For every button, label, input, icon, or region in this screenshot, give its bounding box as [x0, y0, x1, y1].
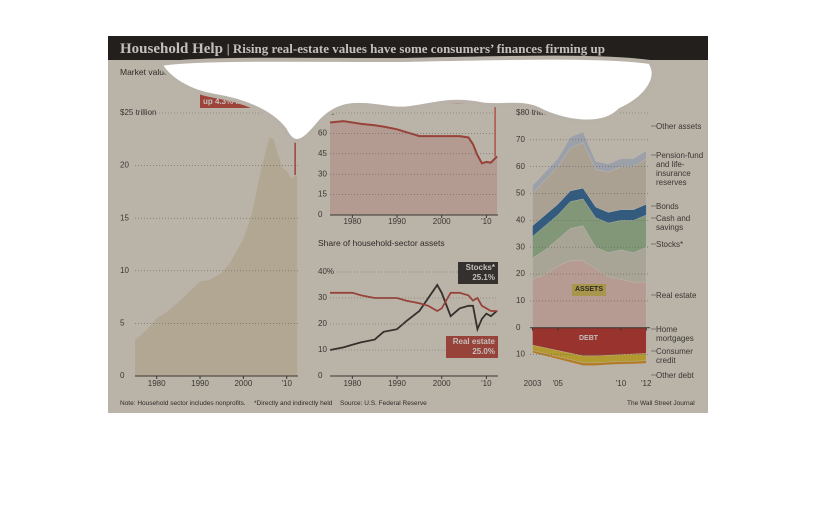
x-tick-label: 1990 [388, 217, 406, 226]
legend-label: Cash and savings [656, 214, 691, 232]
header: Household Help | Rising real-estate valu… [120, 41, 605, 58]
y-tick-label: 20 [516, 269, 525, 278]
x-tick-label: 1980 [148, 379, 166, 388]
credit: The Wall Street Journal [627, 400, 695, 407]
y-tick-label: 30 [318, 293, 327, 302]
series-name: Real estate [452, 337, 495, 346]
line [330, 291, 498, 313]
y-tick-label: 20 [318, 319, 327, 328]
series-name: Stocks* [465, 263, 495, 272]
legend-label: Real estate [656, 291, 697, 300]
y-tick-label: 10 [318, 345, 327, 354]
line [329, 283, 498, 351]
y-tick-label: 0 [516, 323, 521, 332]
y-tick-label: 15 [318, 190, 327, 199]
header-title: Household Help [120, 41, 223, 57]
y-tick-label: 0 [120, 371, 125, 380]
assets-label: ASSETS [572, 284, 607, 296]
y-tick-label: 0 [318, 371, 323, 380]
y-tick-label: 40% [318, 267, 334, 276]
x-tick-label: '05 [553, 379, 564, 388]
legend-label: Pension-fund and life-insurance reserves [656, 151, 704, 187]
legend-label: Stocks* [656, 240, 684, 249]
legend-label: Consumer credit [656, 347, 693, 365]
dim-overlay [108, 36, 708, 413]
x-tick-label: 1990 [191, 379, 209, 388]
y-tick-label: 0 [318, 210, 323, 219]
y-tick-label: 10 [516, 296, 525, 305]
y-tick-label: 15 [120, 213, 129, 222]
y-tick-label: 20 [120, 161, 129, 170]
x-tick-label: '10 [481, 379, 492, 388]
x-tick-label: 1980 [343, 217, 361, 226]
y-tick-label: $25 trillion [120, 108, 156, 117]
y-tick-label: 10 [516, 350, 525, 359]
y-tick-label: 30 [318, 169, 327, 178]
y-tick-label: 50 [516, 189, 525, 198]
legend-label: Home mortgages [656, 325, 694, 343]
x-tick-label: 2000 [234, 379, 252, 388]
x-tick-label: '10 [481, 217, 492, 226]
footnote: *Directly and indirectly held [254, 400, 333, 407]
legend-label: Bonds [656, 202, 679, 211]
x-tick-label: 2000 [433, 217, 451, 226]
y-tick-label: 40 [516, 215, 525, 224]
debt-label: DEBT [576, 333, 602, 345]
stack-layer [532, 350, 647, 366]
x-tick-label: 1980 [343, 379, 361, 388]
series-label: Real estate 25.0% [446, 336, 498, 358]
y-tick-label: 10 [120, 266, 129, 275]
series-label: Stocks* 25.1% [458, 262, 498, 284]
x-tick-label: '10 [282, 379, 293, 388]
series-label: 25.0% [472, 347, 495, 356]
legend-label: Other assets [656, 122, 702, 131]
y-tick-label: 5 [120, 319, 125, 328]
note: Note: Household sector includes nonprofi… [120, 400, 246, 407]
x-tick-label: '12 [641, 379, 652, 388]
x-tick-label: 2003 [524, 379, 542, 388]
series-label: 25.1% [472, 273, 495, 282]
area [135, 137, 298, 376]
source: Source: U.S. Federal Reserve [340, 400, 427, 407]
chart-title: Share of household-sector assets [318, 238, 445, 248]
y-tick-label: 60 [516, 162, 525, 171]
x-tick-label: 2000 [433, 379, 451, 388]
area [330, 121, 498, 215]
y-tick-label: 30 [516, 242, 525, 251]
x-tick-label: 1990 [388, 379, 406, 388]
legend-label: Other debt [656, 371, 694, 380]
x-tick-label: '10 [616, 379, 627, 388]
header-subtitle: | Rising real-estate values have some co… [226, 41, 605, 56]
y-tick-label: 45 [318, 149, 327, 158]
